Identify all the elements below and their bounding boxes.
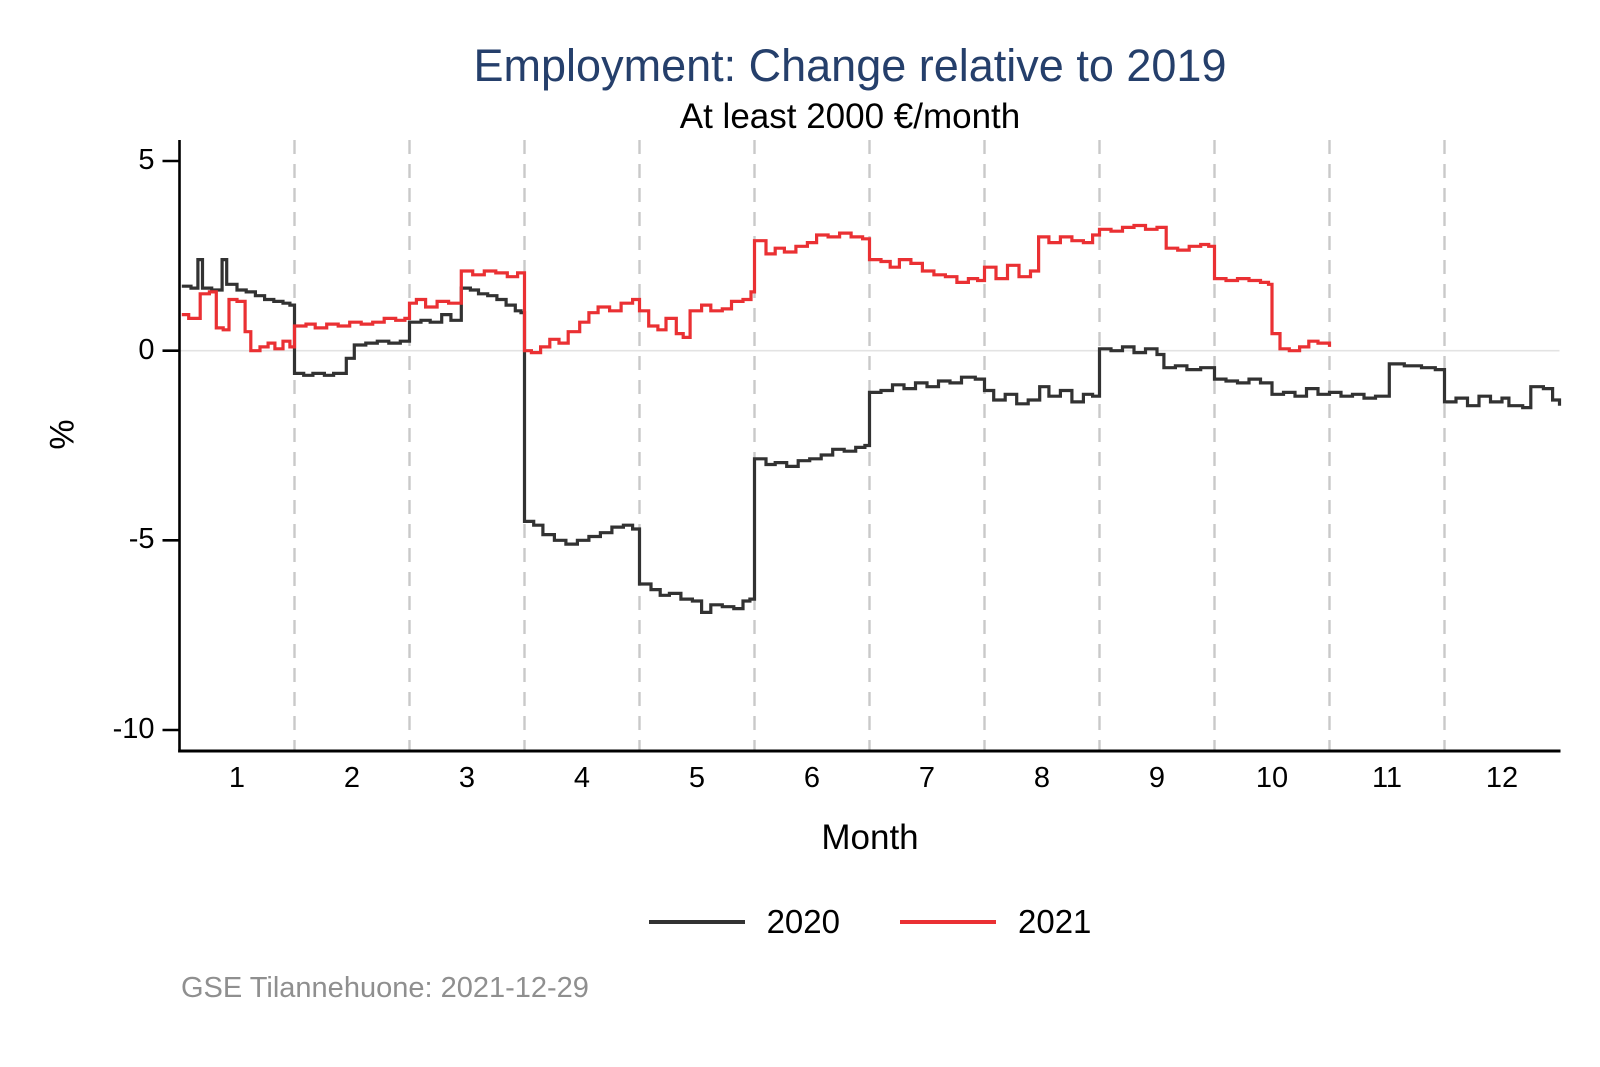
legend: 2020 2021 — [179, 903, 1561, 941]
x-tick-label: 9 — [1148, 762, 1166, 794]
x-tick-label: 2 — [343, 762, 361, 794]
x-tick-label: 3 — [458, 762, 476, 794]
x-axis-title: Month — [821, 818, 919, 857]
legend-item-2021: 2021 — [900, 903, 1091, 941]
x-tick-label: 10 — [1255, 762, 1289, 794]
legend-swatch-2020 — [648, 920, 745, 924]
x-tick-label: 4 — [573, 762, 591, 794]
legend-label-2020: 2020 — [766, 903, 840, 940]
legend-swatch-2021 — [900, 920, 996, 924]
x-tick-label: 1 — [228, 762, 246, 794]
x-tick-label: 12 — [1485, 762, 1519, 794]
chart-title: Employment: Change relative to 2019 — [473, 40, 1227, 91]
series-line-2020 — [181, 258, 1562, 614]
legend-item-2020: 2020 — [648, 903, 840, 941]
x-tick-label: 6 — [803, 762, 821, 794]
legend-label-2021: 2021 — [1018, 903, 1092, 940]
x-tick-label: 7 — [918, 762, 936, 794]
x-tick-label: 8 — [1033, 762, 1051, 794]
x-tick-label: 11 — [1371, 762, 1403, 794]
x-tick-label: 5 — [688, 762, 706, 794]
y-tick-label: -5 — [128, 523, 155, 556]
y-tick-label: 0 — [138, 333, 155, 366]
y-axis-title: % — [43, 419, 82, 450]
y-tick-label: 5 — [138, 144, 155, 176]
series-line-2021 — [181, 223, 1332, 355]
source-note: GSE Tilannehuone: 2021-12-29 — [181, 972, 589, 1004]
y-tick-label: -10 — [112, 712, 155, 745]
chart-subtitle: At least 2000 €/month — [679, 97, 1021, 136]
